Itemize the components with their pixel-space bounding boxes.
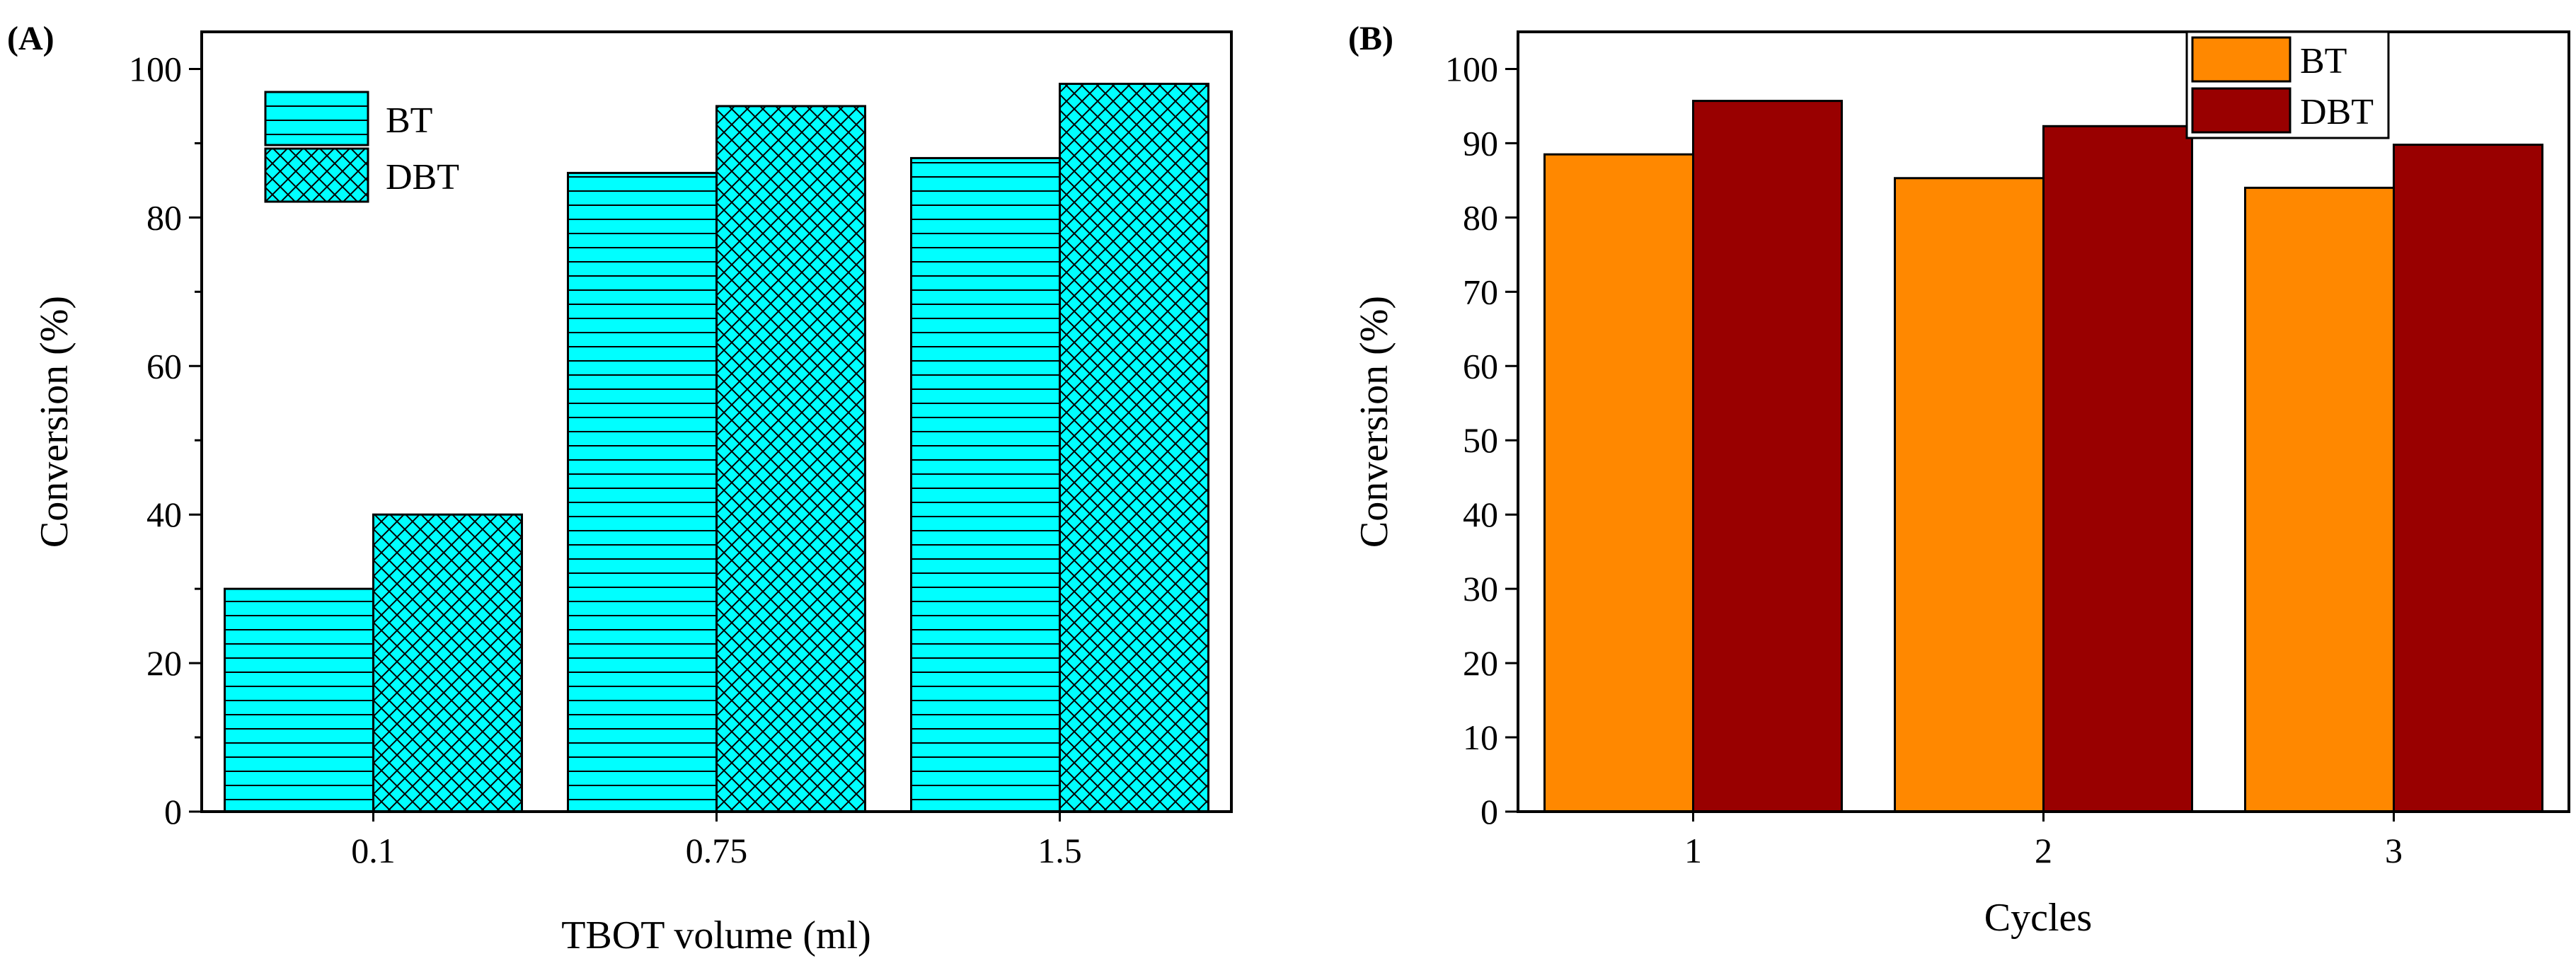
bar-dbt-0.1	[372, 513, 523, 813]
y-ticks: 0 20 40 60 80 100	[129, 49, 202, 831]
x-axis-title: Cycles	[1984, 896, 2092, 940]
bar-dbt-3	[2393, 144, 2543, 813]
y-tick-label: 80	[1463, 197, 1498, 237]
x-tick-label: 1	[1684, 831, 1702, 870]
y-ticks: 0 10 20 30 40 50 60 70 80 90 100	[1445, 49, 1518, 831]
panel-b: (B) 0 10 20 30 40 50 60 70 80 90 100 1 2 3 Conversio…	[1348, 20, 2570, 940]
y-tick-label: 60	[146, 346, 182, 386]
legend: BT DBT	[264, 91, 459, 203]
bar-dbt-2	[2042, 125, 2193, 813]
legend-swatch-bt	[2191, 36, 2292, 83]
x-ticks: 0.1 0.75 1.5	[351, 812, 1082, 870]
y-tick-label: 100	[129, 49, 182, 88]
x-axis-title: TBOT volume (ml)	[561, 914, 871, 957]
bar-bt-3	[2244, 186, 2395, 813]
panel-a: (A) 0 20 40 60 80 100 0.1 0.75 1.5 Conversion (…	[7, 20, 1233, 957]
y-tick-label: 70	[1463, 272, 1498, 311]
bar-bt-2	[1894, 177, 2045, 813]
y-axis-title: Conversion (%)	[1352, 296, 1396, 548]
bar-bt-0.75	[567, 171, 718, 813]
bar-dbt-0.75	[715, 105, 866, 813]
y-tick-label: 0	[164, 792, 182, 831]
y-tick-label: 60	[1463, 346, 1498, 386]
panel-label: (B)	[1348, 20, 1393, 57]
x-tick-label: 0.75	[686, 831, 748, 870]
bar-bt-0.1	[224, 587, 374, 813]
bars	[1543, 100, 2543, 813]
y-tick-label: 10	[1463, 718, 1498, 757]
legend-swatch-dbt	[264, 147, 369, 203]
y-tick-label: 0	[1480, 792, 1498, 831]
bars	[224, 82, 1209, 813]
y-tick-label: 30	[1463, 569, 1498, 609]
bar-bt-1.5	[910, 156, 1061, 813]
y-tick-label: 100	[1445, 49, 1498, 88]
x-tick-label: 1.5	[1037, 831, 1082, 870]
x-ticks: 1 2 3	[1684, 812, 2403, 870]
bar-dbt-1.5	[1059, 82, 1209, 813]
panel-label: (A)	[7, 20, 54, 57]
bar-bt-1	[1543, 153, 1694, 813]
legend-swatch-dbt	[2191, 87, 2292, 134]
y-tick-label: 20	[1463, 643, 1498, 683]
x-tick-label: 2	[2035, 831, 2052, 870]
x-tick-label: 3	[2385, 831, 2403, 870]
legend-swatch-bt	[264, 91, 369, 146]
bar-dbt-1	[1692, 100, 1843, 813]
y-tick-label: 50	[1463, 420, 1498, 460]
legend-label-dbt: DBT	[2300, 92, 2374, 132]
legend-label-bt: BT	[386, 100, 432, 141]
legend-label-bt: BT	[2300, 41, 2347, 81]
y-tick-label: 90	[1463, 123, 1498, 163]
y-tick-label: 40	[146, 495, 182, 534]
x-tick-label: 0.1	[351, 831, 396, 870]
y-tick-label: 40	[1463, 495, 1498, 534]
legend-label-dbt: DBT	[386, 157, 459, 197]
y-axis-title: Conversion (%)	[33, 296, 76, 548]
legend: BT DBT	[2185, 30, 2390, 139]
y-tick-label: 20	[146, 643, 182, 683]
y-tick-label: 80	[146, 197, 182, 237]
